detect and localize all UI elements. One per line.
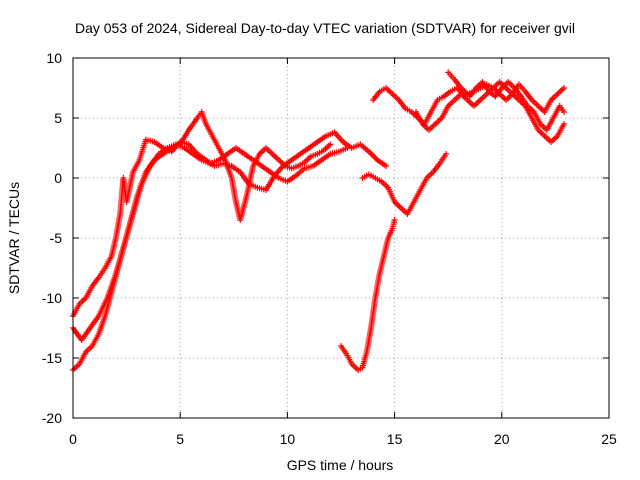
series-track-8 <box>445 69 567 115</box>
y-tick-label: 0 <box>54 170 62 186</box>
y-tick-label: -10 <box>42 290 62 306</box>
y-axis-label: SDTVAR / TECUs <box>6 182 22 294</box>
series-track-1 <box>70 129 390 319</box>
data-point <box>443 151 450 157</box>
data-point <box>327 141 334 148</box>
series-track-7 <box>413 79 567 145</box>
y-tick-label: -5 <box>50 230 63 246</box>
data-point <box>560 121 567 127</box>
data-marker <box>368 151 375 158</box>
tick-layer: 0 5 10 15 20 25 -20 -15 -10 -5 0 5 10 <box>42 50 617 447</box>
x-tick-label: 25 <box>601 431 617 447</box>
grid-layer <box>73 58 609 418</box>
y-tick-label: 10 <box>46 50 62 66</box>
label-layer: Day 053 of 2024, Sidereal Day-to-day VTE… <box>6 20 575 473</box>
series-track-2 <box>70 109 334 373</box>
data-point <box>383 163 390 169</box>
x-tick-label: 20 <box>494 431 510 447</box>
data-point <box>560 85 567 91</box>
x-axis-label: GPS time / hours <box>287 457 394 473</box>
data-marker <box>370 152 377 159</box>
data-point <box>391 217 398 223</box>
y-tick-label: -20 <box>42 410 62 426</box>
data-marker <box>371 154 378 161</box>
x-tick-label: 5 <box>176 431 184 447</box>
x-tick-label: 10 <box>280 431 296 447</box>
series-track-3 <box>70 141 351 343</box>
data-point <box>344 145 351 151</box>
series-track-4 <box>338 217 398 373</box>
y-tick-label: 5 <box>54 110 62 126</box>
data-layer <box>70 69 567 373</box>
chart-title: Day 053 of 2024, Sidereal Day-to-day VTE… <box>75 20 575 36</box>
y-tick-label: -15 <box>42 350 62 366</box>
data-point <box>560 109 567 115</box>
series-track-5 <box>359 151 450 217</box>
x-tick-label: 15 <box>387 431 403 447</box>
data-marker <box>367 150 374 156</box>
x-tick-label: 0 <box>69 431 77 447</box>
